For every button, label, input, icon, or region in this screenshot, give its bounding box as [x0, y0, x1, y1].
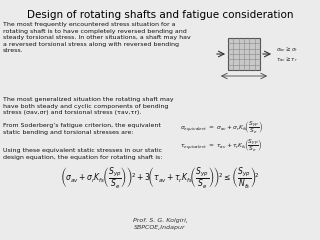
Text: $\left(\sigma_{av} + \sigma_r K_{fs}\!\left(\dfrac{S_{yp}}{S_e}\right)\right)^{\: $\left(\sigma_{av} + \sigma_r K_{fs}\!\l…: [60, 165, 260, 190]
Text: From Soderberg’s fatigue criterion, the equivalent
static bending and torsional : From Soderberg’s fatigue criterion, the …: [3, 123, 161, 135]
Text: The most frequently encountered stress situation for a
rotating shaft is to have: The most frequently encountered stress s…: [3, 22, 191, 54]
Text: $\tau_{av} \geq \tau_r$: $\tau_{av} \geq \tau_r$: [276, 55, 298, 65]
Text: Using these equivalent static stresses in our static
design equation, the equati: Using these equivalent static stresses i…: [3, 148, 162, 160]
Bar: [228, 38, 260, 70]
Text: Prof. S. G. Kolgiri,
SBPCOE,Indapur: Prof. S. G. Kolgiri, SBPCOE,Indapur: [132, 218, 188, 230]
Text: $\sigma_{av} \geq \sigma_r$: $\sigma_{av} \geq \sigma_r$: [276, 46, 298, 54]
Text: Design of rotating shafts and fatigue consideration: Design of rotating shafts and fatigue co…: [27, 10, 293, 20]
Text: $\sigma_{equivalent}\ =\ \sigma_{av} + \sigma_r K_{fs}\!\left(\dfrac{S_{yp}}{S_e: $\sigma_{equivalent}\ =\ \sigma_{av} + \…: [180, 120, 263, 136]
Text: $\tau_{equivalent}\ =\ \tau_{av} + \tau_r K_{fs}\!\left(\dfrac{S_{yp}}{S_e}\righ: $\tau_{equivalent}\ =\ \tau_{av} + \tau_…: [180, 138, 262, 154]
Text: The most generalized situation the rotating shaft may
have both steady and cycli: The most generalized situation the rotat…: [3, 97, 174, 115]
